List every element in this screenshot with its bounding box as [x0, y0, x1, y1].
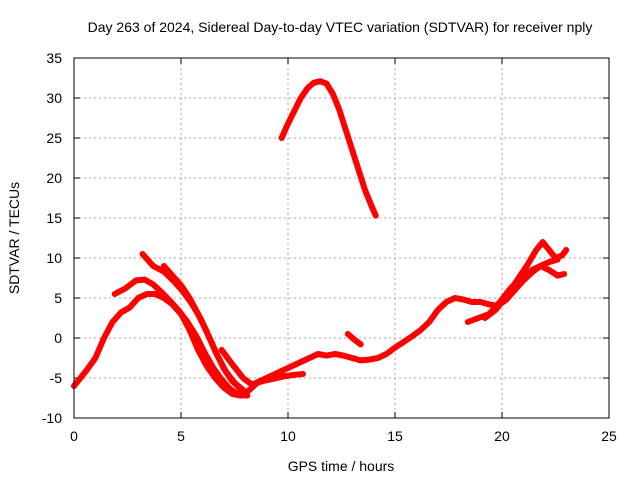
y-tick-label: 20 — [46, 170, 62, 186]
x-tick-labels: 0 5 10 15 20 25 — [70, 428, 617, 444]
y-tick-label: 0 — [54, 330, 62, 346]
x-tick-label: 10 — [280, 428, 296, 444]
y-tick-label: -10 — [42, 410, 62, 426]
x-tick-label: 0 — [70, 428, 78, 444]
series-main-arc — [71, 256, 561, 399]
series-high-arc — [278, 78, 379, 219]
x-tick-label: 5 — [177, 428, 185, 444]
series-late-peak-branch — [160, 263, 244, 393]
x-tick-label: 15 — [387, 428, 403, 444]
y-tick-label: -5 — [50, 370, 63, 386]
plot-frame — [73, 57, 610, 419]
data-series — [71, 78, 570, 399]
y-tick-label: 10 — [46, 250, 62, 266]
y-tick-label: 30 — [46, 90, 62, 106]
series-early-peak-branch — [111, 276, 251, 399]
chart-title: Day 263 of 2024, Sidereal Day-to-day VTE… — [88, 19, 593, 35]
grid-lines — [74, 58, 609, 418]
series-dip-branch — [218, 347, 306, 388]
y-tick-label: 35 — [46, 50, 62, 66]
x-tick-label: 20 — [494, 428, 510, 444]
y-tick-label: 25 — [46, 130, 62, 146]
x-axis-label: GPS time / hours — [288, 458, 395, 474]
y-tick-label: 5 — [54, 290, 62, 306]
series-short-segment — [344, 331, 364, 348]
y-tick-labels: -10 -5 0 5 10 15 20 25 30 35 — [42, 50, 62, 426]
x-tick-label: 25 — [601, 428, 617, 444]
y-axis-label: SDTVAR / TECUs — [6, 182, 22, 294]
y-tick-label: 15 — [46, 210, 62, 226]
series-late-lower-branch — [464, 263, 568, 325]
